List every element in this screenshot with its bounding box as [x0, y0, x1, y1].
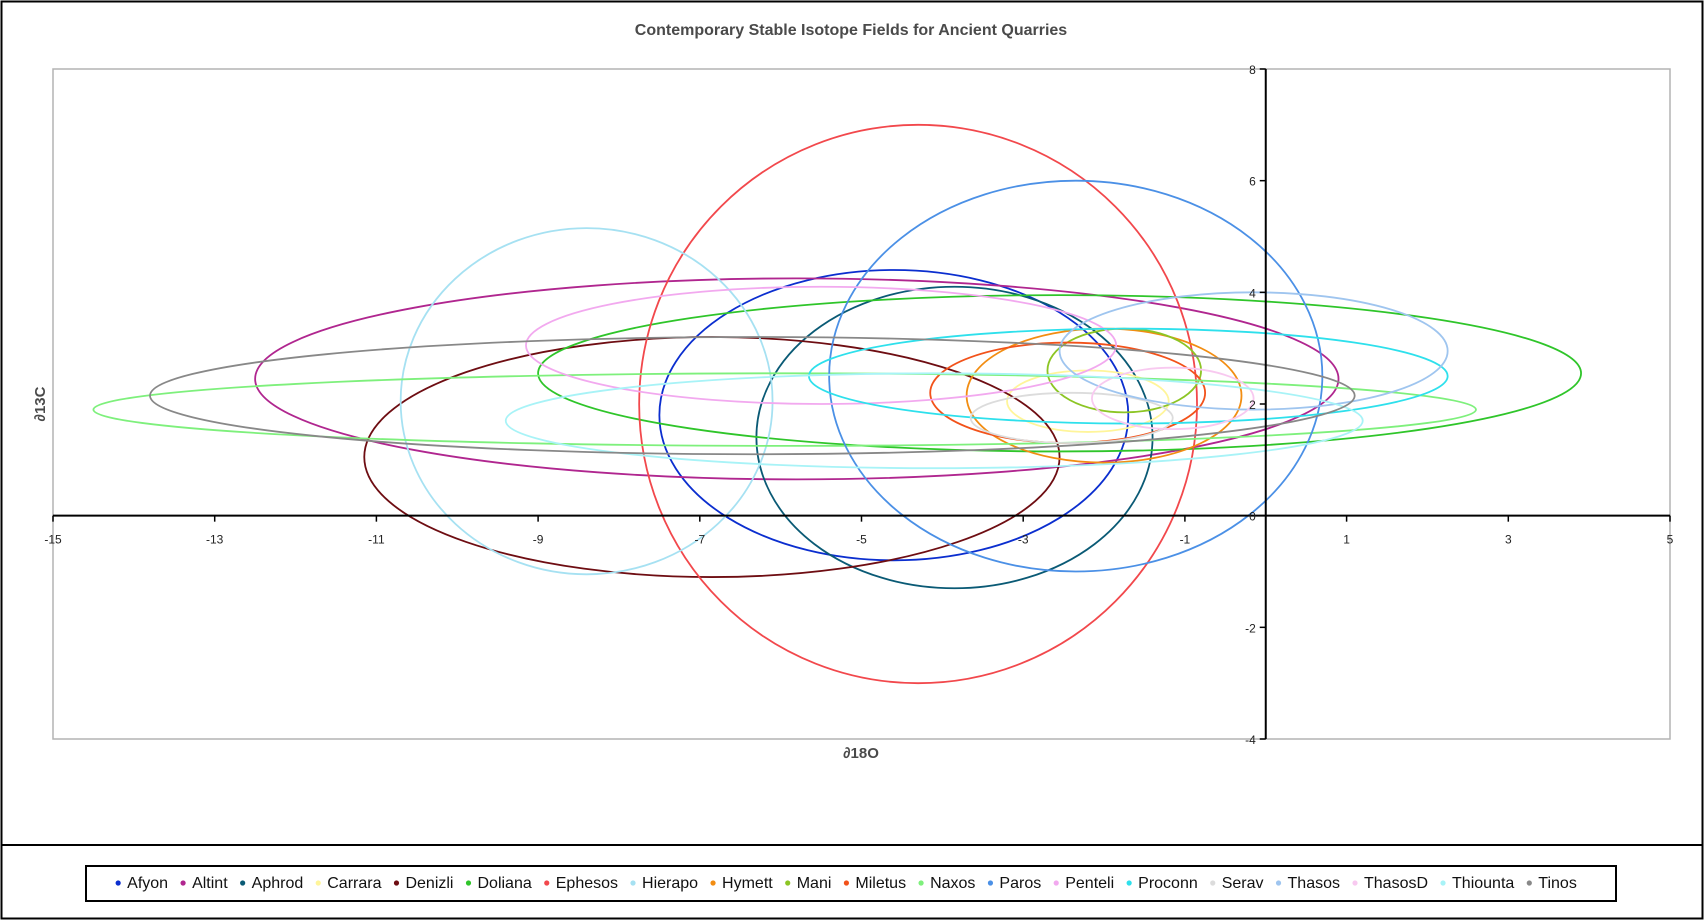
legend-marker — [180, 880, 186, 886]
legend-item-doliana[interactable]: Doliana — [465, 875, 532, 892]
x-tick-label: 3 — [1505, 533, 1512, 547]
legend-label: Miletus — [855, 875, 906, 892]
series-ellipse-doliana — [537, 294, 1582, 453]
y-tick-label: 6 — [1249, 175, 1256, 189]
y-tick-label: -2 — [1245, 621, 1256, 635]
legend-marker — [1210, 880, 1216, 886]
legend-item-serav[interactable]: Serav — [1210, 875, 1264, 892]
legend-item-afyon[interactable]: Afyon — [115, 875, 169, 892]
legend-label: Afyon — [127, 875, 168, 892]
legend-marker — [315, 880, 321, 886]
legend-marker — [1275, 880, 1282, 886]
legend-marker — [1352, 880, 1358, 886]
y-axis-label: ∂13C — [32, 386, 49, 421]
x-tick-label: -15 — [44, 533, 62, 547]
legend-marker — [544, 880, 550, 886]
y-tick-label: 2 — [1249, 398, 1256, 412]
legend-item-tinos[interactable]: Tinos — [1526, 875, 1577, 892]
chart-title: Contemporary Stable Isotope Fields for A… — [635, 22, 1067, 39]
series-ellipse-hierapo — [399, 227, 774, 576]
legend-marker — [785, 880, 791, 886]
legend-marker — [465, 880, 472, 886]
legend-label: Mani — [797, 875, 832, 892]
legend-item-mani[interactable]: Mani — [785, 875, 831, 892]
y-tick-label: 0 — [1249, 510, 1256, 524]
series-ellipse-afyon — [658, 269, 1130, 562]
legend-label: Doliana — [477, 875, 531, 892]
legend-marker — [1126, 880, 1132, 886]
legend-marker — [630, 880, 636, 886]
x-axis-label: ∂18O — [843, 745, 879, 762]
legend-label: Ephesos — [556, 875, 618, 892]
series-ellipse-serav — [969, 391, 1174, 444]
series-ellipse-thasos — [1058, 291, 1449, 411]
legend-item-penteli[interactable]: Penteli — [1053, 875, 1115, 892]
legend-marker — [240, 880, 246, 886]
x-tick-label: -1 — [1180, 533, 1191, 547]
legend-label: Altint — [192, 875, 228, 892]
legend-label: Thiounta — [1452, 875, 1514, 892]
series-ellipse-ephesos — [638, 123, 1198, 685]
series-ellipse-thasosd — [1091, 366, 1255, 431]
legend-marker — [1053, 880, 1059, 886]
series-ellipse-tinos — [149, 336, 1356, 456]
legend-item-miletus[interactable]: Miletus — [843, 875, 906, 892]
legend-label: Serav — [1222, 875, 1264, 892]
legend-label: Tinos — [1538, 875, 1577, 892]
legend-item-altint[interactable]: Altint — [180, 875, 228, 892]
legend-marker — [393, 880, 400, 886]
legend-item-carrara[interactable]: Carrara — [315, 875, 382, 892]
legend-marker — [918, 880, 924, 886]
legend-item-thasos[interactable]: Thasos — [1275, 875, 1340, 892]
legend-item-hymett[interactable]: Hymett — [710, 875, 773, 892]
x-tick-label: -7 — [694, 533, 705, 547]
legend-label: Aphrod — [252, 875, 304, 892]
y-tick-label: 8 — [1249, 63, 1256, 77]
series-ellipse-naxos — [92, 372, 1477, 447]
legend-label: Thasos — [1288, 875, 1340, 892]
legend: Afyon Altint Aphrod Carrara Denizli Doliana Ep… — [115, 875, 1577, 892]
legend-marker — [115, 880, 121, 886]
x-tick-label: 5 — [1667, 533, 1674, 547]
legend-item-denizli[interactable]: Denizli — [393, 875, 454, 892]
x-tick-label: -11 — [368, 533, 385, 547]
series-ellipse-penteli — [525, 285, 1118, 405]
x-tick-label: 1 — [1343, 533, 1350, 547]
legend-label: Hymett — [722, 875, 773, 892]
x-tick-label: -9 — [533, 533, 544, 547]
legend-label: Hierapo — [642, 875, 698, 892]
series-ellipse-altint — [254, 277, 1340, 481]
legend-marker — [1526, 880, 1532, 886]
legend-item-ephesos[interactable]: Ephesos — [544, 875, 618, 892]
x-tick-label: -13 — [206, 533, 224, 547]
legend-item-proconn[interactable]: Proconn — [1126, 875, 1198, 892]
legend-marker — [843, 880, 850, 886]
legend-marker — [710, 880, 716, 886]
legend-label: Carrara — [327, 875, 381, 892]
legend-item-thiounta[interactable]: Thiounta — [1440, 875, 1514, 892]
y-tick-label: 4 — [1249, 286, 1256, 300]
legend-item-thasosd[interactable]: ThasosD — [1352, 875, 1428, 892]
legend-item-hierapo[interactable]: Hierapo — [630, 875, 698, 892]
series-ellipse-thiounta — [504, 372, 1364, 470]
legend-label: Denizli — [405, 875, 453, 892]
legend-item-naxos[interactable]: Naxos — [918, 875, 975, 892]
legend-label: Penteli — [1065, 875, 1114, 892]
legend-label: ThasosD — [1364, 875, 1428, 892]
legend-item-paros[interactable]: Paros — [987, 875, 1041, 892]
legend-marker — [987, 880, 994, 886]
x-tick-label: -5 — [856, 533, 867, 547]
legend-box — [85, 865, 1617, 902]
ellipses-layer — [92, 123, 1582, 685]
legend-label: Paros — [999, 875, 1041, 892]
x-tick-label: -3 — [1018, 533, 1029, 547]
y-tick-label: -4 — [1245, 733, 1256, 747]
legend-label: Naxos — [930, 875, 975, 892]
legend-label: Proconn — [1138, 875, 1198, 892]
legend-marker — [1440, 880, 1446, 886]
legend-item-aphrod[interactable]: Aphrod — [240, 875, 303, 892]
